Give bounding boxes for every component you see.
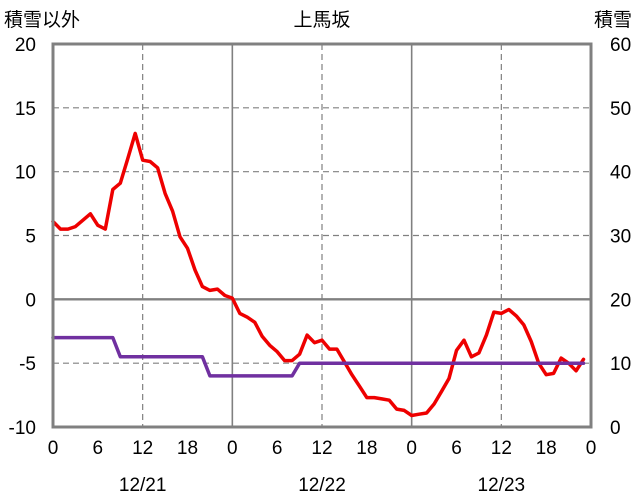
date-label: 12/21: [119, 475, 167, 496]
x-tick-label: 6: [272, 438, 283, 459]
right-y-tick-label: 30: [610, 227, 631, 248]
x-tick-label: 0: [48, 438, 59, 459]
x-tick-label: 6: [93, 438, 104, 459]
x-tick-label: 18: [356, 438, 377, 459]
plot-frame: [51, 42, 593, 429]
left-y-tick-label: 20: [15, 35, 36, 56]
right-y-tick-label: 40: [610, 163, 631, 184]
left-y-tick-label: -10: [9, 418, 36, 439]
x-tick-label: 12: [491, 438, 512, 459]
date-label: 12/22: [298, 475, 346, 496]
chart-title: 上馬坂: [293, 9, 350, 31]
left-y-tick-label: -5: [19, 354, 36, 375]
date-label: 12/23: [478, 475, 526, 496]
x-tick-label: 6: [451, 438, 462, 459]
right-y-tick-label: 10: [610, 354, 631, 375]
right-y-tick-label: 60: [610, 35, 631, 56]
right-axis-label: 積雪: [594, 9, 632, 31]
x-tick-label: 18: [536, 438, 557, 459]
x-tick-label: 18: [177, 438, 198, 459]
grid-layer: [53, 44, 591, 427]
right-y-tick-label: 0: [610, 418, 621, 439]
right-y-tick-label: 50: [610, 99, 631, 120]
series-temperature-line: [51, 131, 586, 418]
left-y-tick-label: 5: [25, 227, 36, 248]
x-tick-label: 0: [227, 438, 238, 459]
left-y-tick-label: 10: [15, 163, 36, 184]
left-y-tick-label: 0: [25, 290, 36, 311]
right-y-tick-label: 20: [610, 290, 631, 311]
left-y-tick-label: 15: [15, 99, 36, 120]
x-tick-label: 0: [586, 438, 597, 459]
series-layer: [51, 131, 586, 418]
series-snow-line: [51, 335, 586, 378]
left-axis-label: 積雪以外: [4, 9, 80, 31]
x-tick-label: 0: [406, 438, 417, 459]
x-tick-label: 12: [311, 438, 332, 459]
x-tick-label: 12: [132, 438, 153, 459]
